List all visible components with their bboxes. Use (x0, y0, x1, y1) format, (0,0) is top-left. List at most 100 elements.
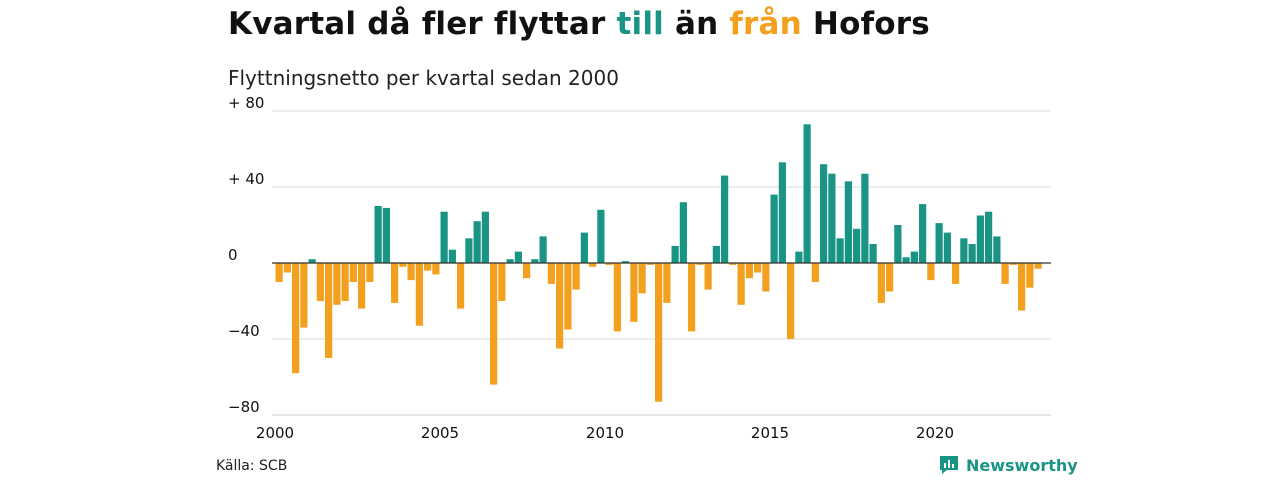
bars (275, 124, 1042, 402)
bar (919, 204, 927, 263)
bar (853, 228, 861, 263)
bar (556, 263, 564, 349)
bar (836, 238, 844, 263)
bar (927, 263, 935, 281)
bar (366, 263, 374, 282)
title-fran: från (729, 6, 802, 42)
source-note: Källa: SCB (216, 458, 288, 474)
bar (349, 263, 357, 282)
bar (481, 211, 489, 263)
bar (985, 211, 993, 263)
x-tick-label: 2010 (586, 424, 624, 442)
bar (1034, 263, 1042, 269)
bar (712, 245, 720, 263)
title-part-2: än (663, 6, 730, 42)
bar (1018, 263, 1026, 311)
bar (589, 263, 597, 267)
bar (531, 259, 539, 263)
bar (382, 207, 390, 263)
bar (737, 263, 745, 305)
bar (283, 263, 291, 273)
newsworthy-logo-icon (940, 456, 958, 474)
bar (787, 263, 795, 339)
bar (993, 236, 1001, 263)
bar (976, 215, 984, 263)
bar (696, 263, 704, 265)
bar (1009, 263, 1017, 265)
bar (844, 181, 852, 263)
bar (820, 164, 828, 263)
bar (424, 263, 432, 271)
title-till: till (616, 6, 664, 42)
bar (399, 263, 407, 267)
bar (300, 263, 308, 328)
bar (539, 236, 547, 263)
bar (325, 263, 333, 358)
bar (861, 173, 869, 263)
bar (564, 263, 572, 330)
y-tick-label: 0 (228, 246, 238, 264)
bar (770, 194, 778, 263)
bar (828, 173, 836, 263)
bar (1001, 263, 1009, 284)
bar (498, 263, 506, 301)
bar (374, 206, 382, 263)
bar (432, 263, 440, 275)
bar (514, 251, 522, 263)
brand-name: Newsworthy (966, 455, 1078, 475)
bar (358, 263, 366, 309)
title-part-1: Kvartal då fler flyttar (228, 6, 617, 42)
bar (935, 223, 943, 263)
bar (415, 263, 423, 326)
x-tick-label: 2000 (256, 424, 294, 442)
chart-subtitle: Flyttningsnetto per kvartal sedan 2000 (228, 66, 619, 90)
bar (613, 263, 621, 332)
bar (803, 124, 811, 263)
bar (655, 263, 663, 402)
bar (547, 263, 555, 284)
bar (523, 263, 531, 279)
bar (638, 263, 646, 294)
bar (688, 263, 696, 332)
bar (316, 263, 324, 301)
bar (292, 263, 300, 374)
bar (886, 263, 894, 292)
bar (391, 263, 399, 303)
bar (275, 263, 283, 282)
bar (490, 263, 498, 385)
y-tick-label: −40 (228, 322, 260, 340)
bar (597, 209, 605, 263)
x-tick-label: 2020 (916, 424, 954, 442)
bar (795, 251, 803, 263)
bar (877, 263, 885, 303)
bar (440, 211, 448, 263)
bar (778, 162, 786, 263)
bar (506, 259, 514, 263)
bar (943, 232, 951, 263)
bar (622, 261, 630, 263)
axes: + 80 + 40 0 −40 −80 2000 2005 2010 2015 2020 (228, 94, 1051, 442)
bar (646, 263, 654, 265)
bar (762, 263, 770, 292)
y-tick-label: −80 (228, 398, 260, 416)
bar (473, 221, 481, 263)
bar (671, 245, 679, 263)
bar (580, 232, 588, 263)
bar (968, 244, 976, 263)
x-tick-label: 2015 (751, 424, 789, 442)
bar (679, 202, 687, 263)
bar (869, 244, 877, 263)
bar (605, 263, 613, 265)
bar (811, 263, 819, 282)
bar (407, 263, 415, 281)
bar (745, 263, 753, 279)
y-tick-label: + 80 (228, 94, 264, 112)
brand-logo: Newsworthy (938, 455, 1078, 475)
bar (902, 257, 910, 263)
bar (663, 263, 671, 303)
bar (704, 263, 712, 290)
y-tick-label: + 40 (228, 170, 264, 188)
bar (630, 263, 638, 322)
bar (341, 263, 349, 301)
